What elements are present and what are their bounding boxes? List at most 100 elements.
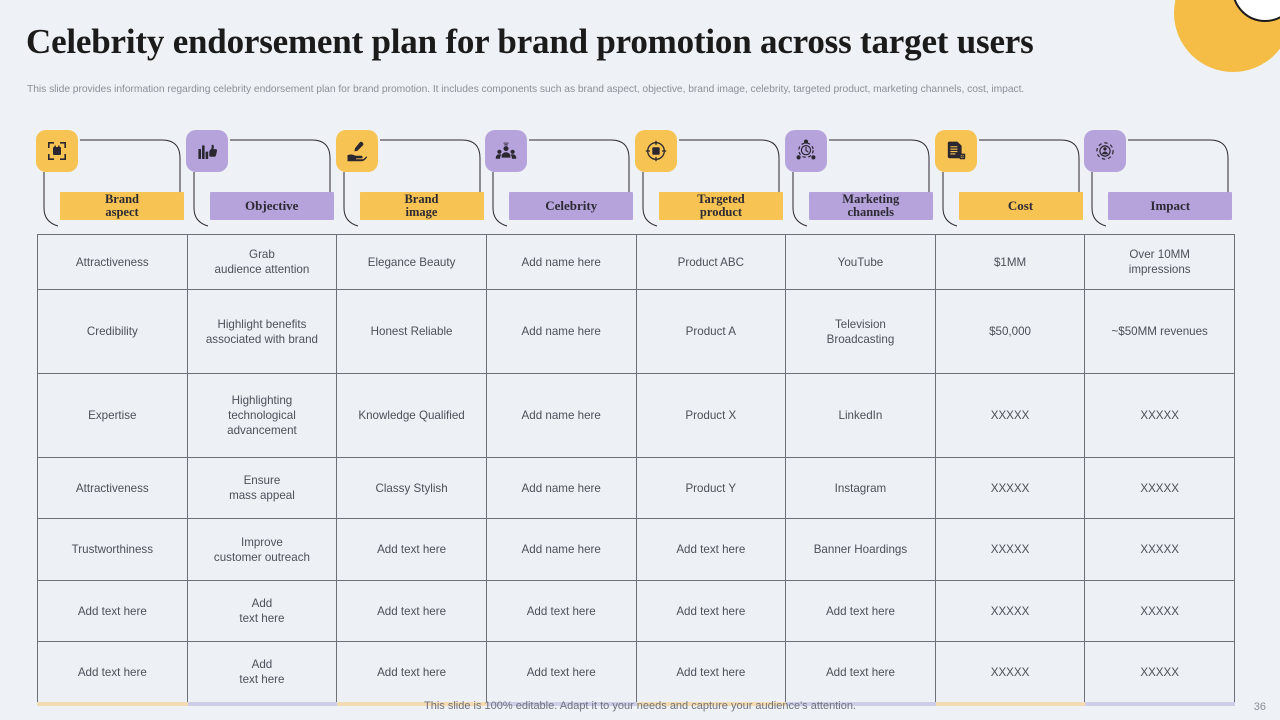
- table-cell-r7-c7[interactable]: XXXXX: [934, 641, 1086, 706]
- impact-target-icon-tile[interactable]: [1084, 130, 1127, 172]
- table-cell-r1-c3[interactable]: Elegance Beauty: [336, 234, 487, 290]
- table-cell-r4-c1[interactable]: Attractiveness: [37, 457, 188, 519]
- column-label-text: Cost: [1007, 198, 1034, 214]
- table-cell-r2-c2[interactable]: Highlight benefits associated with brand: [186, 289, 338, 374]
- table-cell-r3-c2[interactable]: Highlighting technological advancement: [186, 373, 338, 458]
- column-label-chip-4[interactable]: Celebrity: [509, 192, 634, 220]
- table-cell-r2-c3[interactable]: Honest Reliable: [336, 289, 487, 374]
- table-cell-r2-c4[interactable]: Add name here: [485, 289, 637, 374]
- table-cell-r5-c4[interactable]: Add name here: [485, 518, 637, 581]
- table-cell-r1-c1[interactable]: Attractiveness: [37, 234, 188, 290]
- table-cell-r4-c2[interactable]: Ensure mass appeal: [186, 457, 338, 519]
- table-cell-r7-c4[interactable]: Add text here: [485, 641, 637, 706]
- column-header-8: Impact: [1084, 126, 1234, 234]
- table-cell-r5-c1[interactable]: Trustworthiness: [37, 518, 188, 581]
- column-header-3: Brand image: [335, 126, 486, 234]
- table-cell-r1-c5[interactable]: Product ABC: [635, 234, 787, 290]
- table-cell-r1-c2[interactable]: Grab audience attention: [186, 234, 338, 290]
- column-label-chip-2[interactable]: Objective: [209, 192, 334, 220]
- table-cell-r2-c8[interactable]: ~$50MM revenues: [1084, 289, 1235, 374]
- table-cell-r4-c8[interactable]: XXXXX: [1084, 457, 1235, 519]
- column-header-2: Objective: [185, 126, 336, 234]
- table-row: Add text here Add text here Add text here Ad…: [37, 580, 1235, 642]
- table-cell-r3-c7[interactable]: XXXXX: [934, 373, 1086, 458]
- column-header-4: Celebrity: [485, 126, 635, 234]
- table-cell-r3-c1[interactable]: Expertise: [37, 373, 188, 458]
- table-cell-r3-c3[interactable]: Knowledge Qualified: [336, 373, 487, 458]
- table-cell-r3-c6[interactable]: LinkedIn: [785, 373, 936, 458]
- column-header-band: Brand aspect Objective Brand image Celebrity T…: [36, 126, 1236, 234]
- table-cell-r5-c7[interactable]: XXXXX: [934, 518, 1086, 581]
- table-cell-r6-c6[interactable]: Add text here: [785, 580, 936, 642]
- column-label-chip-6[interactable]: Marketing channels: [808, 191, 933, 220]
- celebrity-people-icon: [494, 139, 518, 163]
- column-header-5: Targeted product: [635, 126, 785, 234]
- objective-thumbs-up-icon-tile[interactable]: [185, 130, 228, 172]
- column-header-1: Brand aspect: [36, 126, 186, 234]
- table-cell-r4-c7[interactable]: XXXXX: [934, 457, 1086, 519]
- page-number: 36: [1253, 701, 1266, 713]
- table-cell-r1-c6[interactable]: YouTube: [785, 234, 936, 290]
- column-label-text: Brand image: [404, 191, 439, 219]
- marketing-channels-icon-tile[interactable]: [784, 130, 827, 172]
- table-cell-r7-c5[interactable]: Add text here: [635, 641, 787, 706]
- table-cell-r5-c5[interactable]: Add text here: [635, 518, 787, 581]
- table-cell-r2-c7[interactable]: $50,000: [934, 289, 1086, 374]
- table-cell-r3-c4[interactable]: Add name here: [485, 373, 637, 458]
- table-cell-r2-c6[interactable]: Television Broadcasting: [785, 289, 936, 374]
- orange-disc-shape: [1174, 0, 1280, 72]
- table-cell-r4-c3[interactable]: Classy Stylish: [336, 457, 487, 519]
- table-cell-r4-c5[interactable]: Product Y: [635, 457, 787, 519]
- brand-aspect-icon-tile[interactable]: [36, 130, 78, 172]
- column-header-7: Cost: [934, 126, 1085, 234]
- table-cell-r7-c1[interactable]: Add text here: [37, 641, 188, 706]
- targeted-product-icon: [644, 139, 668, 163]
- table-cell-r6-c2[interactable]: Add text here: [186, 580, 338, 642]
- table-body: Attractiveness Grab audience attention Eleg…: [37, 234, 1235, 706]
- page-title: Celebrity endorsement plan for brand pro…: [26, 22, 1034, 61]
- table-cell-r7-c2[interactable]: Add text here: [186, 641, 338, 706]
- table-cell-r6-c3[interactable]: Add text here: [336, 580, 487, 642]
- table-cell-r5-c2[interactable]: Improve customer outreach: [186, 518, 338, 581]
- table-cell-r1-c4[interactable]: Add name here: [485, 234, 637, 290]
- table-cell-r3-c8[interactable]: XXXXX: [1084, 373, 1235, 458]
- targeted-product-icon-tile[interactable]: [635, 130, 677, 172]
- table-cell-r7-c3[interactable]: Add text here: [336, 641, 487, 706]
- table-row: Credibility Highlight benefits associated …: [37, 289, 1235, 374]
- table-row: Trustworthiness Improve customer outreach A…: [37, 518, 1235, 581]
- table-cell-r5-c8[interactable]: XXXXX: [1084, 518, 1235, 581]
- column-label-chip-1[interactable]: Brand aspect: [60, 192, 184, 220]
- table-cell-r6-c1[interactable]: Add text here: [37, 580, 188, 642]
- table-cell-r7-c8[interactable]: XXXXX: [1084, 641, 1235, 706]
- table-cell-r4-c4[interactable]: Add name here: [485, 457, 637, 519]
- table-cell-r5-c3[interactable]: Add text here: [336, 518, 487, 581]
- column-label-text: Impact: [1150, 198, 1191, 214]
- table-cell-r6-c7[interactable]: XXXXX: [934, 580, 1086, 642]
- table-cell-r5-c6[interactable]: Banner Hoardings: [785, 518, 936, 581]
- column-label-chip-5[interactable]: Targeted product: [659, 192, 783, 220]
- celebrity-people-icon-tile[interactable]: [485, 130, 528, 172]
- marketing-channels-icon: [794, 139, 818, 163]
- table-cell-r1-c8[interactable]: Over 10MM impressions: [1084, 234, 1235, 290]
- table-cell-r7-c6[interactable]: Add text here: [785, 641, 936, 706]
- brand-image-hand-icon-tile[interactable]: [335, 130, 378, 172]
- table-cell-r3-c5[interactable]: Product X: [635, 373, 787, 458]
- table-cell-r6-c8[interactable]: XXXXX: [1084, 580, 1235, 642]
- table-cell-r6-c5[interactable]: Add text here: [635, 580, 787, 642]
- table-cell-r4-c6[interactable]: Instagram: [785, 457, 936, 519]
- column-label-text: Objective: [245, 198, 299, 214]
- column-label-text: Marketing channels: [842, 191, 900, 219]
- column-label-chip-3[interactable]: Brand image: [359, 191, 484, 220]
- column-label-chip-8[interactable]: Impact: [1108, 192, 1233, 220]
- objective-thumbs-up-icon: [195, 139, 219, 163]
- table-cell-r2-c5[interactable]: Product A: [635, 289, 787, 374]
- cost-document-icon-tile[interactable]: [934, 130, 977, 172]
- table-cell-r6-c4[interactable]: Add text here: [485, 580, 637, 642]
- table-row: Attractiveness Ensure mass appeal Classy St…: [37, 457, 1235, 519]
- impact-target-icon: [1093, 139, 1117, 163]
- table-cell-r2-c1[interactable]: Credibility: [37, 289, 188, 374]
- footer-note: This slide is 100% editable. Adapt it to…: [424, 700, 856, 712]
- table-cell-r1-c7[interactable]: $1MM: [934, 234, 1086, 290]
- table-row: Attractiveness Grab audience attention Eleg…: [37, 234, 1235, 290]
- column-label-chip-7[interactable]: Cost: [958, 192, 1083, 220]
